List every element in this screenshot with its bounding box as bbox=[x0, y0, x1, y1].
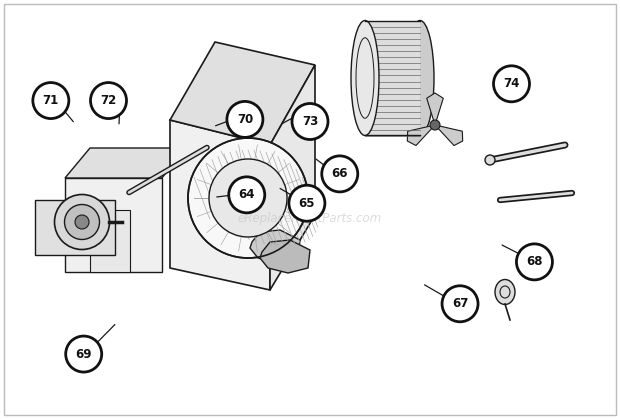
Ellipse shape bbox=[495, 279, 515, 305]
Ellipse shape bbox=[66, 336, 102, 372]
Ellipse shape bbox=[75, 215, 89, 229]
Polygon shape bbox=[65, 178, 162, 272]
Ellipse shape bbox=[442, 286, 478, 322]
Polygon shape bbox=[260, 240, 310, 273]
Ellipse shape bbox=[289, 185, 325, 221]
Polygon shape bbox=[170, 42, 315, 145]
Text: 67: 67 bbox=[452, 297, 468, 310]
Ellipse shape bbox=[406, 21, 434, 135]
Polygon shape bbox=[365, 21, 420, 135]
Ellipse shape bbox=[227, 101, 263, 137]
Polygon shape bbox=[35, 200, 115, 255]
Ellipse shape bbox=[64, 204, 99, 240]
Ellipse shape bbox=[33, 83, 69, 119]
Ellipse shape bbox=[322, 156, 358, 192]
Ellipse shape bbox=[91, 83, 126, 119]
Ellipse shape bbox=[485, 155, 495, 165]
Text: 69: 69 bbox=[76, 347, 92, 361]
Text: 72: 72 bbox=[100, 94, 117, 107]
Ellipse shape bbox=[244, 194, 252, 202]
Ellipse shape bbox=[237, 187, 259, 209]
Ellipse shape bbox=[516, 244, 552, 280]
Text: 65: 65 bbox=[299, 197, 315, 210]
Polygon shape bbox=[435, 125, 463, 145]
Polygon shape bbox=[250, 230, 300, 263]
Polygon shape bbox=[427, 93, 443, 125]
Ellipse shape bbox=[229, 177, 265, 213]
Ellipse shape bbox=[188, 138, 308, 258]
Text: 71: 71 bbox=[43, 94, 59, 107]
Text: 73: 73 bbox=[302, 115, 318, 128]
Ellipse shape bbox=[209, 159, 287, 237]
Ellipse shape bbox=[292, 103, 328, 140]
Ellipse shape bbox=[55, 194, 110, 249]
Ellipse shape bbox=[351, 21, 379, 135]
Text: 64: 64 bbox=[239, 188, 255, 202]
Polygon shape bbox=[90, 210, 130, 272]
Polygon shape bbox=[270, 65, 315, 290]
Text: 68: 68 bbox=[526, 255, 542, 269]
Polygon shape bbox=[170, 120, 270, 290]
Text: 74: 74 bbox=[503, 77, 520, 91]
Polygon shape bbox=[407, 125, 435, 145]
Ellipse shape bbox=[494, 66, 529, 102]
Text: 66: 66 bbox=[332, 167, 348, 181]
Ellipse shape bbox=[430, 120, 440, 130]
Polygon shape bbox=[65, 148, 185, 178]
Text: 70: 70 bbox=[237, 113, 253, 126]
Text: eReplacementParts.com: eReplacementParts.com bbox=[238, 212, 382, 225]
